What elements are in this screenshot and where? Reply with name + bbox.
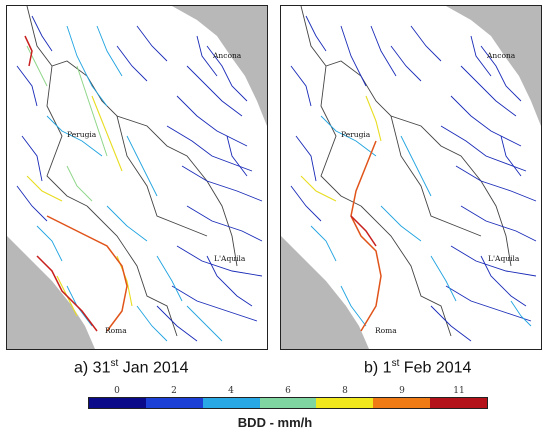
- tyrrhenian-sea: [7, 236, 95, 349]
- city-roma: Roma: [375, 326, 397, 335]
- legend-swatch-6: [430, 398, 488, 408]
- river-network-blue: [16, 15, 263, 342]
- map-b-svg: Ancona Perugia L'Aquila Roma: [281, 6, 541, 349]
- legend-swatch-4: [316, 398, 374, 408]
- legend-tick-3: 6: [285, 386, 291, 396]
- river-network-cyan: [310, 115, 532, 327]
- adriatic-sea: [172, 6, 267, 126]
- legend-tick-0: 0: [114, 386, 120, 396]
- legend-swatch-2: [202, 398, 260, 408]
- city-roma: Roma: [105, 326, 127, 335]
- map-panel-a: Ancona Perugia L'Aquila Roma: [6, 5, 268, 350]
- legend-tick-6: 11: [453, 386, 465, 396]
- legend-tick-5: 9: [399, 386, 405, 396]
- legend-swatch-3: [259, 398, 317, 408]
- river-network-green: [26, 45, 108, 202]
- color-legend-bar: [88, 397, 488, 409]
- river-tiber: [350, 140, 382, 332]
- caption-panel-b: b) 1st Feb 2014: [364, 358, 471, 377]
- legend-swatch-1: [145, 398, 203, 408]
- city-laquila: L'Aquila: [214, 254, 246, 263]
- caption-a-sup: st: [110, 358, 119, 369]
- city-perugia: Perugia: [67, 130, 97, 139]
- map-panel-b: Ancona Perugia L'Aquila Roma: [280, 5, 542, 350]
- tyrrhenian-sea: [281, 236, 369, 349]
- map-a-svg: Ancona Perugia L'Aquila Roma: [7, 6, 267, 349]
- region-borders: [26, 6, 238, 337]
- city-ancona: Ancona: [486, 51, 516, 60]
- river-network-yellow: [300, 95, 382, 202]
- city-laquila: L'Aquila: [488, 254, 520, 263]
- legend-tick-1: 2: [171, 386, 177, 396]
- caption-b-sup: st: [391, 358, 400, 369]
- caption-panel-a: a) 31st Jan 2014: [74, 358, 189, 377]
- caption-b-main: b) 1: [364, 359, 392, 377]
- adriatic-sea: [446, 6, 541, 126]
- legend-tick-2: 4: [228, 386, 234, 396]
- legend-title: BDD - mm/h: [237, 415, 313, 430]
- city-perugia: Perugia: [341, 130, 371, 139]
- city-ancona: Ancona: [212, 51, 242, 60]
- region-borders: [300, 6, 512, 337]
- legend-swatch-5: [373, 398, 431, 408]
- caption-a-main: a) 31: [74, 359, 111, 377]
- river-network-cyan: [36, 25, 223, 342]
- legend-swatch-0: [89, 398, 146, 408]
- river-tiber: [24, 35, 128, 332]
- caption-a-rest: Jan 2014: [118, 359, 189, 377]
- legend-tick-4: 8: [342, 386, 348, 396]
- caption-b-rest: Feb 2014: [399, 359, 472, 377]
- river-network-blue: [290, 15, 537, 342]
